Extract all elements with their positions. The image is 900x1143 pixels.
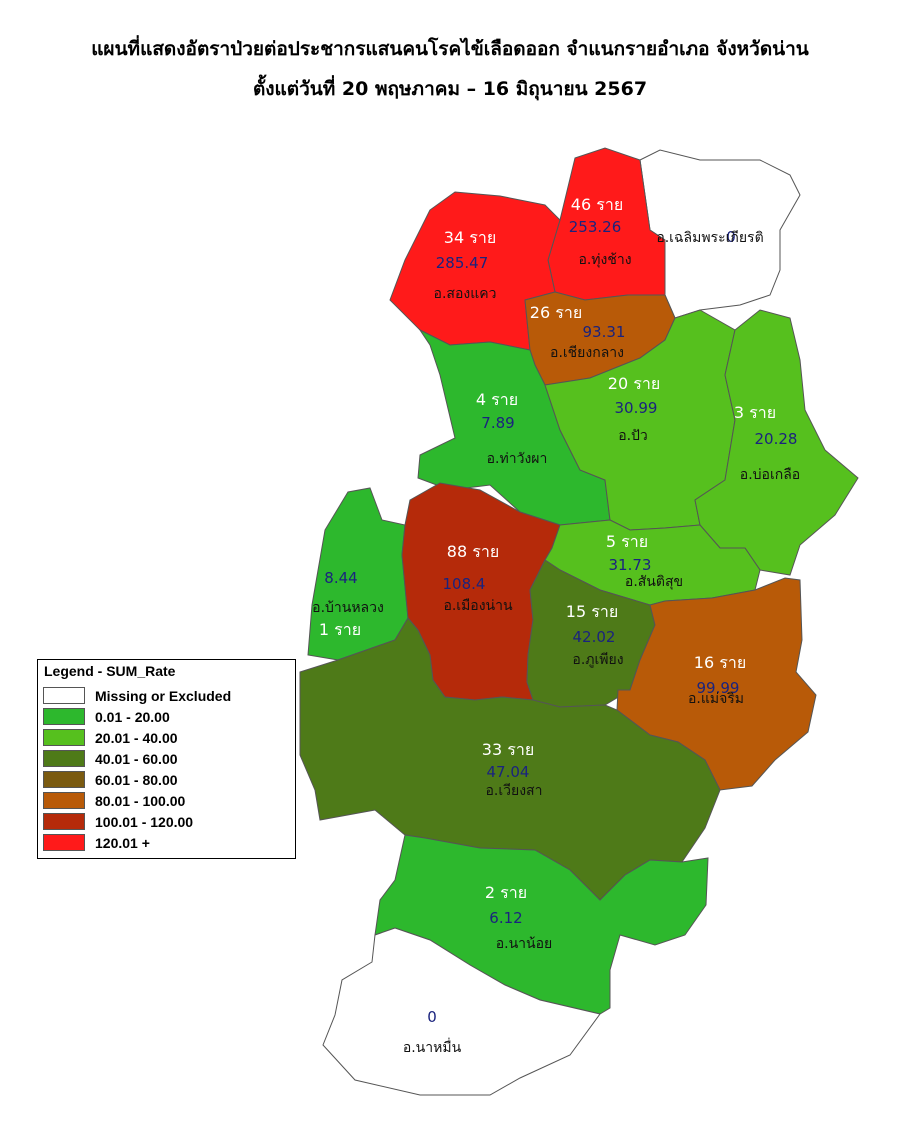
district-cases-label: 4 ราย — [476, 390, 518, 409]
map-legend: Legend - SUM_Rate Missing or Excluded 0.… — [37, 659, 296, 859]
district-cases-label: 88 ราย — [447, 542, 499, 561]
legend-label: 20.01 - 40.00 — [95, 729, 178, 746]
legend-label: 0.01 - 20.00 — [95, 708, 170, 725]
district-cases-label: 16 ราย — [694, 653, 746, 672]
legend-swatch — [43, 708, 85, 725]
district-name-label: อ.เชียงกลาง — [550, 345, 624, 361]
legend-item-100-120: 100.01 - 120.00 — [43, 812, 193, 831]
legend-label: Missing or Excluded — [95, 687, 232, 704]
district-cases-label: 5 ราย — [606, 532, 648, 551]
legend-label: 120.01 + — [95, 834, 150, 851]
district-name-label: อ.ภูเพียง — [572, 652, 623, 668]
district-name-label: อ.ท่าวังผา — [487, 451, 548, 467]
district-rate-label: 20.28 — [755, 430, 798, 448]
district-rate-label: 42.02 — [573, 628, 616, 646]
district-rate-label: 253.26 — [569, 218, 622, 236]
legend-item-0-20: 0.01 - 20.00 — [43, 707, 170, 726]
district-cases-label: 26 ราย — [530, 303, 582, 322]
district-cases-label: 15 ราย — [566, 602, 618, 621]
district-name-label: อ.ทุ่งช้าง — [578, 252, 631, 268]
legend-label: 80.01 - 100.00 — [95, 792, 186, 809]
district-name-label: อ.เฉลิมพระเกียรติ — [656, 230, 763, 246]
district-cases-label: 46 ราย — [571, 195, 623, 214]
district-cases-label: 2 ราย — [485, 883, 527, 902]
district-rate-label: 0 — [427, 1008, 437, 1026]
district-bo-kluea[interactable] — [694, 309, 859, 576]
legend-label: 100.01 - 120.00 — [95, 813, 194, 830]
map-title-line-1: แผนที่แสดงอัตราป่วยต่อประชากรแสนคนโรคไข้… — [91, 38, 809, 60]
district-name-label: อ.บ้านหลวง — [312, 600, 384, 616]
district-name-label: อ.นาหมื่น — [403, 1038, 462, 1056]
legend-label: 60.01 - 80.00 — [95, 771, 178, 788]
district-rate-label: 30.99 — [615, 399, 658, 417]
district-cases-label: 3 ราย — [734, 403, 776, 422]
legend-item-40-60: 40.01 - 60.00 — [43, 749, 178, 768]
district-rate-label: 47.04 — [487, 763, 530, 781]
legend-item-120-plus: 120.01 + — [43, 833, 150, 852]
map-title-line-2: ตั้งแต่วันที่ 20 พฤษภาคม – 16 มิถุนายน 2… — [252, 78, 648, 100]
district-name-label: อ.สันติสุข — [625, 574, 683, 590]
legend-swatch — [43, 771, 85, 788]
district-rate-label: 285.47 — [436, 254, 489, 272]
district-rate-label: 31.73 — [609, 556, 652, 574]
legend-label: 40.01 - 60.00 — [95, 750, 178, 767]
district-rate-label: 99.99 — [697, 679, 740, 697]
legend-item-20-40: 20.01 - 40.00 — [43, 728, 178, 747]
district-rate-label: 8.44 — [324, 569, 357, 587]
legend-swatch — [43, 750, 85, 767]
district-cases-label: 33 ราย — [482, 740, 534, 759]
district-rate-label: 7.89 — [481, 414, 514, 432]
district-name-label: อ.แม่จริม — [688, 691, 744, 707]
district-name-label: อ.สองแคว — [434, 286, 497, 302]
legend-swatch — [43, 729, 85, 746]
district-name-label: อ.นาน้อย — [496, 936, 552, 952]
district-name-label: อ.เมืองน่าน — [443, 598, 513, 614]
district-cases-label: 34 ราย — [444, 228, 496, 247]
legend-title: Legend - SUM_Rate — [44, 663, 176, 679]
district-rate-label: 108.4 — [443, 575, 486, 593]
legend-swatch — [43, 834, 85, 851]
legend-item-60-80: 60.01 - 80.00 — [43, 770, 178, 789]
district-name-label: อ.ปัว — [618, 428, 648, 444]
legend-swatch — [43, 792, 85, 809]
legend-item-80-100: 80.01 - 100.00 — [43, 791, 185, 810]
district-cases-label: 1 ราย — [319, 620, 361, 639]
legend-swatch — [43, 687, 85, 704]
district-rate-label: 0 — [726, 228, 736, 246]
district-na-muen[interactable] — [322, 927, 601, 1096]
district-cases-label: 20 ราย — [608, 374, 660, 393]
district-mae-charim[interactable] — [616, 577, 817, 791]
district-rate-label: 6.12 — [489, 909, 522, 927]
district-rate-label: 93.31 — [583, 323, 626, 341]
legend-swatch — [43, 813, 85, 830]
district-name-label: อ.บ่อเกลือ — [740, 467, 800, 483]
district-name-label: อ.เวียงสา — [486, 783, 543, 799]
legend-item-missing: Missing or Excluded — [43, 686, 231, 705]
